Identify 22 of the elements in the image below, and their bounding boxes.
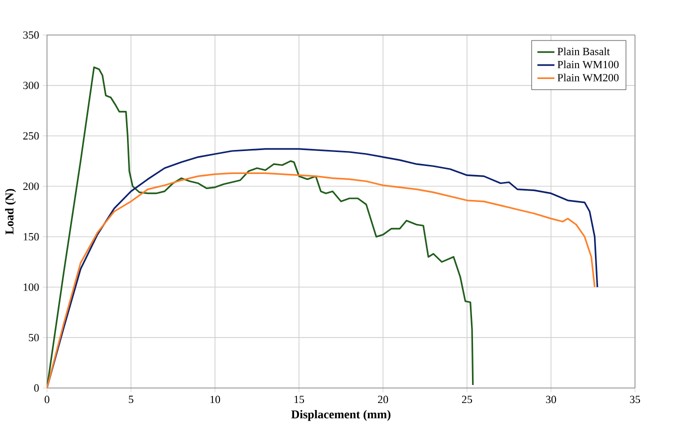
legend-label: Plain Basalt [558,47,610,56]
x-tick-label: 20 [378,396,388,404]
y-tick-label: 250 [23,132,39,140]
x-tick-label: 30 [546,396,556,404]
y-tick-label: 0 [34,384,39,392]
x-tick-label: 25 [462,396,472,404]
y-tick-label: 150 [24,233,39,240]
y-tick-label: 200 [23,182,39,190]
y-tick-label: 300 [23,82,39,90]
y-tick-label: 50 [28,334,39,342]
x-axis-title: Displacement (mm) [291,410,390,421]
x-tick-label: 5 [128,396,134,404]
y-axis-title: Load (N) [5,188,16,234]
x-tick-label: 0 [44,396,50,404]
y-tick-label: 100 [24,283,39,291]
legend-label: Plain WM100 [558,60,619,68]
y-tick-label: 350 [23,31,39,39]
x-tick-label: 10 [210,396,220,404]
x-tick-label: 15 [294,396,304,404]
line-series [47,66,474,388]
x-tick-label: 35 [630,396,640,404]
legend-label: Plain WM200 [558,74,619,82]
